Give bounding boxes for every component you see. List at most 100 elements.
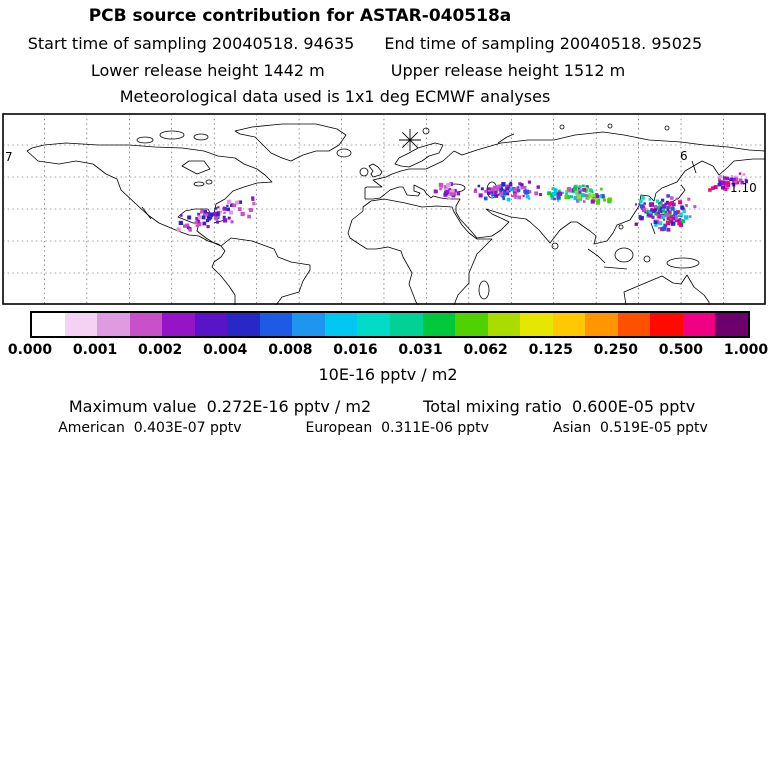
plume-cell (201, 215, 206, 220)
plume-cell (738, 172, 742, 175)
scandinavia-coastline (394, 142, 444, 168)
plume-cell (685, 204, 688, 207)
plume-cell (217, 206, 220, 209)
plume-cell (569, 195, 574, 199)
plume-cell (222, 218, 228, 223)
plume-cell (679, 218, 684, 224)
plume-cell (520, 183, 524, 187)
plume-cell (556, 195, 561, 200)
plume-cell (502, 191, 507, 196)
plume-cell (638, 199, 643, 204)
plume-cell (522, 194, 525, 198)
plume-cell (536, 185, 540, 189)
plume-cell (561, 191, 565, 194)
plume-cell (235, 200, 240, 205)
plume-cell (448, 188, 452, 192)
plume-cell (720, 180, 726, 186)
plume-cell (528, 190, 532, 194)
svalbard-island (422, 127, 430, 135)
plume-cell (666, 194, 670, 198)
plume-cell (484, 189, 487, 193)
plume-cell (547, 191, 552, 196)
greenland-coastline (234, 123, 347, 162)
plume-cell (603, 198, 606, 202)
plume-cell (212, 212, 217, 217)
map-svg: 7 61.10 (2, 113, 766, 306)
plume-cell (557, 199, 560, 202)
plume-cell (670, 214, 673, 218)
plume-cell (661, 226, 667, 231)
plume-cell (586, 194, 590, 198)
plume-cell (572, 186, 577, 191)
colorbar-segment (682, 313, 716, 336)
australia-coastline (623, 274, 710, 306)
plume-cell (607, 198, 612, 203)
plume-cell (195, 216, 200, 221)
plume-cell (510, 195, 514, 198)
plume-cell (525, 194, 530, 199)
plume-cell (483, 196, 488, 201)
plume-cell (447, 197, 451, 200)
plume-cell (671, 207, 675, 211)
plume-cell (506, 185, 511, 189)
plume-cell (557, 191, 563, 196)
plume-cell (721, 185, 726, 190)
plume-cell (553, 188, 558, 193)
plume-cell (516, 186, 520, 190)
plume-cell (667, 213, 670, 216)
hudson-bay (181, 160, 211, 175)
met-data-text: Meteorological data used is 1x1 deg ECMW… (119, 87, 551, 106)
plume-cell (578, 185, 582, 189)
plume-cell (659, 200, 663, 204)
plume-cell (180, 214, 183, 217)
plume-cell (490, 187, 495, 192)
plume-cell (595, 194, 600, 199)
great-lakes-east (205, 179, 213, 185)
plume-cell (232, 203, 237, 208)
plume-cell (668, 213, 672, 217)
plume-cell (653, 205, 658, 209)
plume-cell (517, 195, 522, 200)
plume-cell (658, 206, 662, 210)
plume-cell (725, 176, 730, 181)
plume-layer (176, 172, 748, 232)
plume-cell (534, 191, 539, 196)
plume-cell (592, 194, 595, 197)
plume-cell (223, 211, 226, 215)
colorbar-segment (97, 313, 130, 336)
plume-cell (566, 187, 572, 192)
plume-cell (497, 184, 501, 189)
colorbar-tick-label: 1.000 (723, 342, 768, 358)
plume-cell (655, 199, 660, 203)
plume-cell (693, 205, 697, 209)
plume-cell (491, 196, 494, 199)
colorbar-tick-label: 0.002 (138, 342, 183, 358)
canadian-arctic-island-west (136, 136, 154, 144)
plume-cell (523, 190, 526, 193)
plume-cell (582, 188, 587, 192)
plume-cell (474, 188, 477, 191)
plume-cell (501, 183, 505, 187)
colorbar-segment (617, 313, 651, 336)
plume-cell (203, 213, 206, 217)
colorbar-segment (390, 313, 423, 336)
plume-cell (684, 215, 689, 220)
plume-cell (209, 212, 214, 217)
plume-cell (677, 219, 680, 222)
colorbar-segment (715, 313, 749, 336)
plume-cell (197, 221, 202, 227)
plume-cell (729, 177, 734, 182)
plume-cell (565, 192, 568, 196)
plume-cell (237, 207, 242, 211)
plume-cell (565, 190, 568, 193)
plume-cell (669, 208, 672, 212)
summary-stats-row: Maximum value 0.272E-16 pptv / m2 Total … (0, 397, 764, 416)
plume-cell (661, 198, 665, 202)
plume-cell (553, 197, 556, 201)
plume-cell (451, 188, 455, 193)
maximum-value-text: Maximum value 0.272E-16 pptv / m2 (68, 397, 372, 416)
plume-cell (634, 203, 638, 206)
plume-cell (439, 187, 442, 191)
plume-cell (508, 183, 513, 187)
plume-cell (506, 192, 510, 196)
